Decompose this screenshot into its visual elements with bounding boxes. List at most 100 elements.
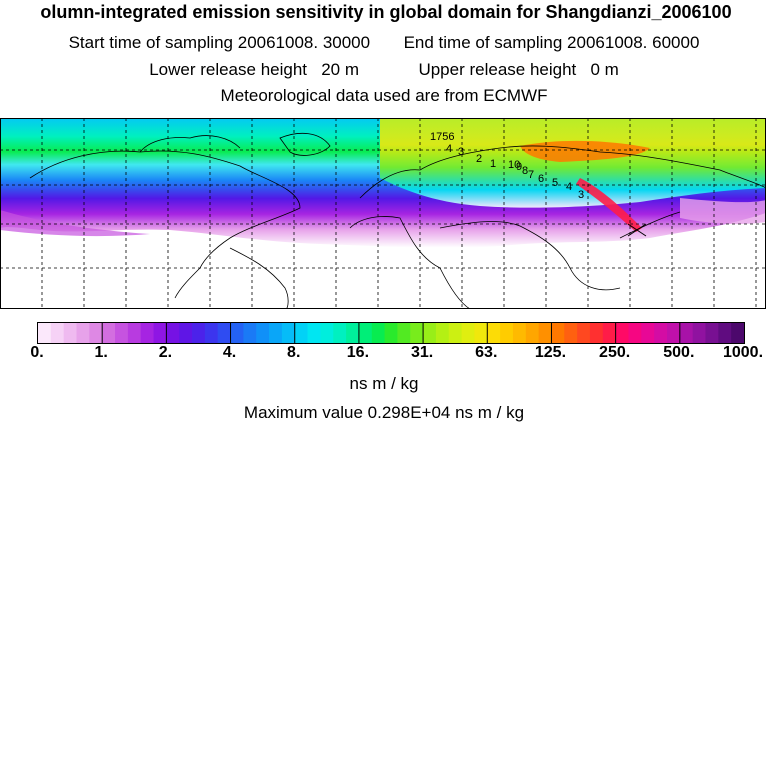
contour-label: 4 xyxy=(446,143,452,155)
contour-label: 7 xyxy=(528,169,534,181)
end-label: End time of sampling xyxy=(403,33,563,52)
map-border xyxy=(0,118,766,309)
colorbar-tick-label: 4. xyxy=(222,344,237,361)
contour-label: 9 xyxy=(516,161,522,173)
contour-label: 6 xyxy=(538,173,544,185)
colorbar-swatch xyxy=(371,323,385,343)
colorbar-swatch xyxy=(269,323,283,343)
contour-label: 10 xyxy=(508,159,520,171)
colorbar-tick-label: 125. xyxy=(534,344,567,361)
colorbar-swatch xyxy=(679,323,694,343)
release-heights: Lower release height 20 m Upper release … xyxy=(0,60,768,80)
colorbar-swatch xyxy=(731,323,745,343)
colorbar-swatch xyxy=(538,323,552,343)
colorbar-swatch xyxy=(641,323,655,343)
contour-label: 5 xyxy=(552,177,558,189)
sampling-times: Start time of sampling 20061008. 30000 E… xyxy=(0,33,768,53)
colorbar-swatch xyxy=(76,323,90,343)
colorbar-swatch xyxy=(461,323,475,343)
meteorological-source: Meteorological data used are from ECMWF xyxy=(220,86,548,105)
colorbar-swatch xyxy=(294,323,308,343)
colorbar-swatch xyxy=(307,323,321,343)
colorbar-swatch xyxy=(204,323,219,343)
colorbar-swatch xyxy=(384,323,398,343)
colorbar-swatch xyxy=(512,323,527,343)
contour-label: 3 xyxy=(578,189,584,201)
colorbar-swatch xyxy=(628,323,642,343)
colorbar-swatch xyxy=(615,323,629,343)
colorbar-swatch xyxy=(577,323,591,343)
upper-release-value: 0 m xyxy=(590,60,619,79)
contour-label: 4 xyxy=(566,181,572,193)
start-label: Start time of sampling xyxy=(68,33,233,52)
lower-release-value: 20 m xyxy=(321,60,359,79)
colorbar-swatch xyxy=(256,323,270,343)
colorbar-swatch xyxy=(38,323,52,343)
end-value: 20061008. 60000 xyxy=(567,33,700,52)
plot-title: olumn-integrated emission sensitivity in… xyxy=(40,2,732,22)
colorbar-swatch xyxy=(153,323,167,343)
colorbar-swatch xyxy=(140,323,154,343)
colorbar-swatch xyxy=(602,323,617,343)
plume-trail xyxy=(576,178,642,232)
colorbar-swatch xyxy=(192,323,206,343)
colorbar-border xyxy=(37,322,745,344)
colorbar-swatch xyxy=(448,323,462,343)
colorbar-tick-label: 0. xyxy=(30,344,44,361)
colorbar-swatch xyxy=(50,323,65,343)
receptor-marker xyxy=(627,223,647,237)
colorbar-tick-label: 31. xyxy=(410,344,434,361)
graticule xyxy=(0,118,766,309)
colorbar-swatch xyxy=(230,323,244,343)
maximum-value: Maximum value 0.298E+04 ns m / kg xyxy=(243,403,525,422)
colorbar-tick-label: 1. xyxy=(94,344,108,361)
colorbar-swatch xyxy=(397,323,411,343)
contour-label: 8 xyxy=(522,165,528,177)
contour-label: 1756 xyxy=(430,131,454,143)
colorbar-swatch xyxy=(127,323,142,343)
colorbar-swatch xyxy=(487,323,501,343)
sensitivity-map: 1756 4 3 2 1 10 9 8 7 6 5 4 3 xyxy=(0,118,766,309)
colorbar-swatch xyxy=(89,323,103,343)
colorbar-swatch xyxy=(346,323,360,343)
colorbar-swatch xyxy=(423,323,437,343)
colorbar-tick-label: 250. xyxy=(599,344,631,361)
colorbar-swatch xyxy=(474,323,488,343)
colorbar-swatch xyxy=(551,323,565,343)
colorbar-swatch xyxy=(333,323,347,343)
colorbar-tick-label: 2. xyxy=(158,344,173,361)
colorbar-tick-label: 63. xyxy=(475,344,498,361)
colorbar-swatch xyxy=(500,323,514,343)
colorbar-swatch xyxy=(63,323,77,343)
colorbar-swatch xyxy=(358,323,373,343)
coastlines xyxy=(29,132,766,309)
colorbar-swatch xyxy=(281,323,296,343)
lower-release-label: Lower release height xyxy=(149,60,308,79)
colorbar-swatch xyxy=(115,323,129,343)
colorbar-swatch xyxy=(525,323,540,343)
plume-core xyxy=(520,140,650,162)
colorbar-swatch xyxy=(435,323,450,343)
colorbar xyxy=(37,322,745,344)
colorbar-swatch xyxy=(589,323,604,343)
contour-label: 2 xyxy=(476,153,482,165)
colorbar-swatch xyxy=(243,323,257,343)
colorbar-swatch xyxy=(320,323,334,343)
colorbar-swatch xyxy=(718,323,732,343)
colorbar-units: ns m / kg xyxy=(349,374,419,393)
colorbar-tick-label: 16. xyxy=(346,344,370,361)
colorbar-swatch xyxy=(666,323,681,343)
colorbar-swatch xyxy=(217,323,231,343)
start-value: 20061008. 30000 xyxy=(237,33,371,52)
colorbar-swatch xyxy=(654,323,668,343)
colorbar-tick-label: 500. xyxy=(663,344,695,361)
colorbar-tick-label: 1000. xyxy=(722,344,764,361)
colorbar-swatch xyxy=(166,323,180,343)
contour-label: 3 xyxy=(458,146,464,158)
upper-release-label: Upper release height xyxy=(418,60,577,79)
colorbar-swatch xyxy=(705,323,719,343)
colorbar-swatch xyxy=(410,323,424,343)
colorbar-tick-label: 8. xyxy=(287,344,301,361)
colorbar-swatch xyxy=(692,323,706,343)
